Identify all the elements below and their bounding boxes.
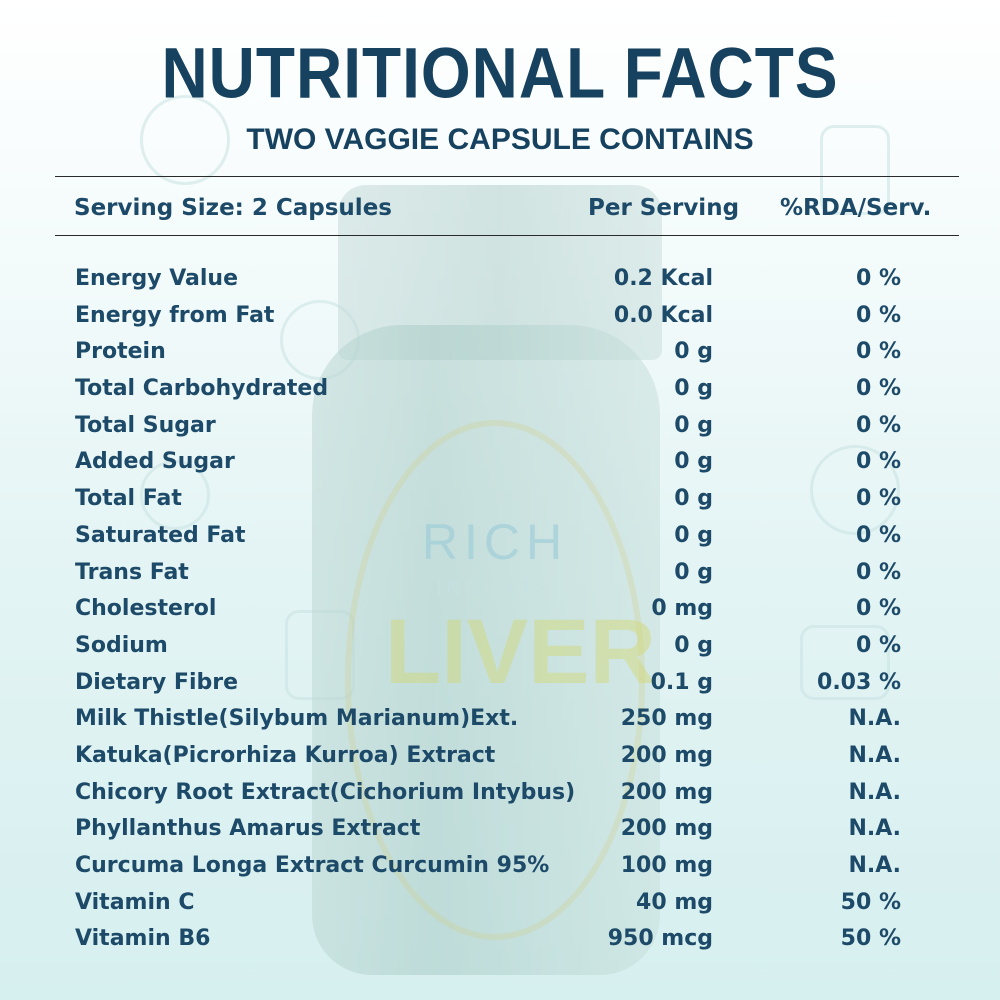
nutrient-name: Saturated Fat xyxy=(75,522,246,548)
per-serving-value: 0.1 g xyxy=(650,669,713,695)
table-row: Energy Value 0.2 Kcal 0 % xyxy=(0,261,1000,298)
table-row: Chicory Root Extract(Cichorium Intybus) 2… xyxy=(0,775,1000,812)
per-serving-value: 200 mg xyxy=(620,779,713,805)
rda-value: N.A. xyxy=(848,779,901,805)
rda-value: N.A. xyxy=(848,816,901,842)
bottle-label-ring xyxy=(345,420,645,940)
table-top-divider xyxy=(55,176,959,177)
nutrient-name: Cholesterol xyxy=(75,596,217,622)
per-serving-value: 0 g xyxy=(674,412,713,438)
page-title: NUTRITIONAL FACTS xyxy=(161,32,839,114)
table-row: Added Sugar 0 g 0 % xyxy=(0,444,1000,481)
per-serving-value: 0 g xyxy=(674,486,713,512)
health-icon xyxy=(140,95,230,185)
page-subtitle: TWO VAGGIE CAPSULE CONTAINS xyxy=(246,123,754,156)
rda-value: 0 % xyxy=(855,559,901,585)
per-serving-value: 250 mg xyxy=(620,706,713,732)
per-serving-value: 0 mg xyxy=(651,596,713,622)
per-serving-value: 0 g xyxy=(674,339,713,365)
table-row: Dietary Fibre 0.1 g 0.03 % xyxy=(0,665,1000,702)
per-serving-value: 0 g xyxy=(674,376,713,402)
per-serving-value: 0 g xyxy=(674,632,713,658)
rda-value: 0 % xyxy=(855,412,901,438)
per-serving-value: 200 mg xyxy=(620,742,713,768)
table-row: Phyllanthus Amarus Extract 200 mg N.A. xyxy=(0,811,1000,848)
table-row: Protein 0 g 0 % xyxy=(0,334,1000,371)
rda-value: 0 % xyxy=(855,596,901,622)
table-row: Vitamin C 40 mg 50 % xyxy=(0,885,1000,922)
table-row: Milk Thistle(Silybum Marianum)Ext. 250 mg… xyxy=(0,701,1000,738)
pill-icon xyxy=(140,460,210,530)
clipboard-icon xyxy=(820,125,890,215)
nutrition-table: Energy Value 0.2 Kcal 0 % Energy from Fat 0… xyxy=(0,261,1000,958)
table-row: Sodium 0 g 0 % xyxy=(0,628,1000,665)
nutrient-name: Total Carbohydrated xyxy=(75,376,329,402)
table-row: Total Sugar 0 g 0 % xyxy=(0,408,1000,445)
rda-value: 0 % xyxy=(855,302,901,328)
brand-logo: RICH xyxy=(421,514,569,570)
rda-value: 50 % xyxy=(840,889,901,915)
rda-value: 0.03 % xyxy=(817,669,901,695)
nutrient-name: Vitamin C xyxy=(75,889,195,915)
nutrient-name: Protein xyxy=(75,339,166,365)
table-row: Katuka(Picrorhiza Kurroa) Extract 200 mg N… xyxy=(0,738,1000,775)
rda-value: 0 % xyxy=(855,632,901,658)
nutrient-name: Total Fat xyxy=(75,486,182,512)
column-header-rda: %RDA/Serv. xyxy=(780,195,932,221)
gear-icon xyxy=(810,445,900,535)
rda-value: 50 % xyxy=(840,926,901,952)
medical-kit-icon xyxy=(800,625,890,700)
brand-subtitle: INSERTS xyxy=(436,578,554,599)
rda-value: 0 % xyxy=(855,339,901,365)
nutrient-name: Trans Fat xyxy=(75,559,189,585)
rda-value: N.A. xyxy=(848,853,901,878)
table-row: Saturated Fat 0 g 0 % xyxy=(0,518,1000,555)
nutrient-name: Dietary Fibre xyxy=(75,669,239,695)
rda-value: 0 % xyxy=(855,522,901,548)
nutrient-name: Total Sugar xyxy=(75,412,216,438)
table-row: Vitamin B6 950 mcg 50 % xyxy=(0,921,1000,958)
table-row: Cholesterol 0 mg 0 % xyxy=(0,591,1000,628)
per-serving-value: 0 g xyxy=(674,559,713,585)
rda-value: 0 % xyxy=(855,486,901,512)
nutrient-name: Milk Thistle(Silybum Marianum)Ext. xyxy=(75,706,519,732)
rda-value: 0 % xyxy=(855,266,901,291)
rda-value: N.A. xyxy=(848,742,901,768)
per-serving-value: 0 g xyxy=(674,522,713,548)
nutrient-name: Curcuma Longa Extract Curcumin 95% xyxy=(75,853,550,878)
nutrient-name: Energy from Fat xyxy=(75,302,275,328)
per-serving-value: 100 mg xyxy=(620,853,713,878)
per-serving-value: 200 mg xyxy=(620,816,713,842)
product-name: LIVER xyxy=(385,601,656,703)
per-serving-value: 40 mg xyxy=(636,889,713,915)
nutrient-name: Energy Value xyxy=(75,266,239,291)
per-serving-value: 0.0 Kcal xyxy=(613,302,713,328)
rda-value: N.A. xyxy=(848,706,901,732)
table-row: Total Carbohydrated 0 g 0 % xyxy=(0,371,1000,408)
per-serving-value: 0 g xyxy=(674,449,713,475)
column-header-serving-size: Serving Size: 2 Capsules xyxy=(74,195,392,221)
nutrient-name: Sodium xyxy=(75,632,168,658)
table-row: Trans Fat 0 g 0 % xyxy=(0,555,1000,592)
table-row: Energy from Fat 0.0 Kcal 0 % xyxy=(0,298,1000,335)
table-header-divider xyxy=(55,235,959,236)
column-header-per-serving: Per Serving xyxy=(588,195,740,221)
per-serving-value: 0.2 Kcal xyxy=(613,266,713,291)
nutrient-name: Katuka(Picrorhiza Kurroa) Extract xyxy=(75,742,496,768)
nutrient-name: Vitamin B6 xyxy=(75,926,211,952)
nutrient-name: Added Sugar xyxy=(75,449,235,475)
table-row: Curcuma Longa Extract Curcumin 95% 100 mg… xyxy=(0,848,1000,885)
nutrient-name: Chicory Root Extract(Cichorium Intybus) xyxy=(75,779,576,805)
rda-value: 0 % xyxy=(855,449,901,475)
rda-value: 0 % xyxy=(855,376,901,402)
per-serving-value: 950 mcg xyxy=(607,926,713,952)
nutrient-name: Phyllanthus Amarus Extract xyxy=(75,816,421,842)
table-row: Total Fat 0 g 0 % xyxy=(0,481,1000,518)
